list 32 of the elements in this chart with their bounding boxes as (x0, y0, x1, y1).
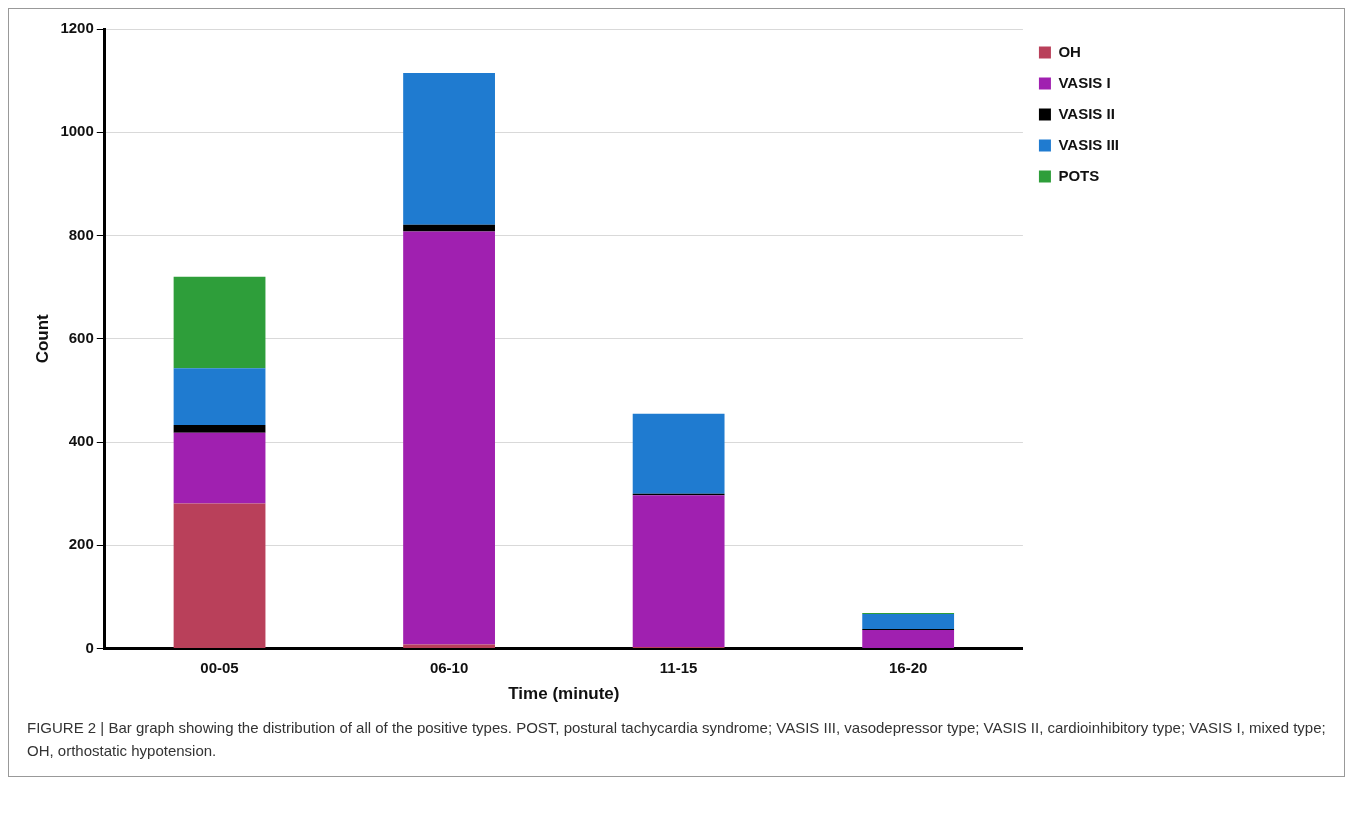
legend-label: VASIS I (1058, 73, 1111, 91)
x-tick-label: 16-20 (888, 658, 928, 676)
bar (173, 368, 266, 426)
bar (403, 224, 495, 232)
bar (403, 231, 495, 645)
y-axis-title: Count (32, 313, 52, 364)
legend-label: POTS (1058, 166, 1100, 184)
y-tick-label: 400 (68, 432, 94, 450)
y-tick-label: 1000 (60, 122, 94, 140)
y-tick-label: 0 (85, 638, 94, 656)
bar (403, 644, 495, 649)
y-tick-label: 1200 (60, 19, 94, 37)
bar (632, 495, 725, 648)
y-tick-label: 600 (68, 328, 94, 346)
bar (173, 276, 266, 369)
x-axis-title: Time (minute) (508, 684, 620, 704)
y-tick-label: 200 (68, 535, 94, 553)
legend-label: VASIS II (1058, 104, 1115, 122)
bar (403, 72, 495, 225)
bar (173, 503, 266, 649)
x-tick-label: 11-15 (659, 658, 698, 676)
bar (862, 630, 955, 649)
bar (632, 413, 725, 494)
caption: FIGURE 2 | Bar graph showing the distribution of all of the positive types. POST, postural tachycardia syndrome; VASIS III, vasodepressor type; VASIS II, cardioinhibitory type; VASIS I, mixed type; OH, orthostatic hypotension. (26, 718, 1327, 761)
bar (173, 432, 266, 504)
x-tick-label: 00-05 (200, 658, 239, 676)
legend-label: OH (1058, 42, 1081, 60)
bar (173, 425, 266, 433)
bar (862, 614, 955, 629)
x-tick-label: 06-10 (429, 658, 469, 676)
y-tick-label: 800 (68, 225, 94, 243)
legend-label: VASIS III (1058, 135, 1120, 153)
